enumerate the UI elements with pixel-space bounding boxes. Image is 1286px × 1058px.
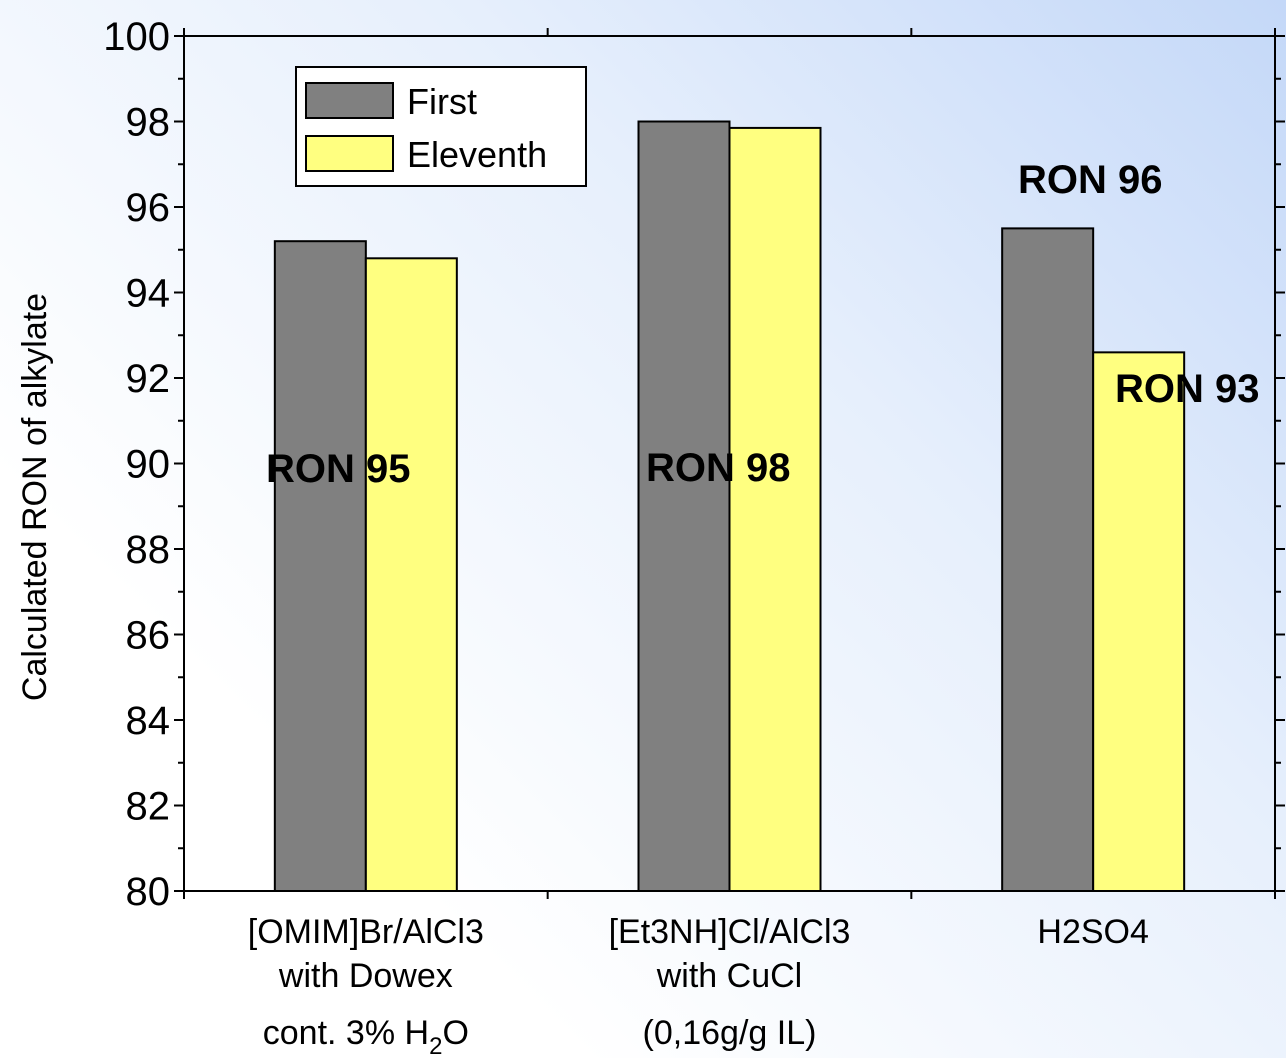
y-tick-label: 96 <box>126 186 171 230</box>
bars-group <box>275 122 1184 892</box>
y-tick-label: 98 <box>126 101 171 145</box>
category-labels-group: [OMIM]Br/AlCl3 with Dowex cont. 3% H2O [Et3… <box>248 913 1149 1058</box>
bar-first-1 <box>275 241 366 891</box>
tick-labels-group: 80 82 84 86 88 90 92 94 96 98 100 <box>103 15 170 914</box>
bar-eleventh-3 <box>1093 352 1184 891</box>
annotation-ron-96: RON 96 <box>1018 158 1163 202</box>
legend-swatch-eleventh <box>306 136 393 171</box>
legend-label-first: First <box>407 81 477 122</box>
y-tick-label: 100 <box>103 15 170 59</box>
legend-label-eleventh: Eleventh <box>407 134 547 175</box>
x-category-label: cont. 3% H2O <box>263 1014 469 1058</box>
bar-eleventh-1 <box>366 258 457 891</box>
legend: First Eleventh <box>296 67 586 186</box>
x-category-label: with CuCl <box>656 957 802 995</box>
y-tick-label: 84 <box>126 699 171 743</box>
y-tick-label: 90 <box>126 443 171 487</box>
y-axis-title: Calculated RON of alkylate <box>16 293 54 701</box>
x-category-label: with Dowex <box>278 957 453 995</box>
x-category-label: [Et3NH]Cl/AlCl3 <box>609 913 851 951</box>
annotation-ron-93: RON 93 <box>1115 367 1260 411</box>
x-category-label: H2SO4 <box>1037 913 1149 951</box>
bar-first-2 <box>639 122 730 892</box>
bar-eleventh-2 <box>730 128 821 891</box>
y-tick-label: 82 <box>126 785 171 829</box>
bar-first-3 <box>1002 228 1093 891</box>
y-tick-label: 86 <box>126 614 171 658</box>
x-category-label: [OMIM]Br/AlCl3 <box>248 913 484 951</box>
y-tick-label: 94 <box>126 272 171 316</box>
x-category-label: (0,16g/g IL) <box>643 1014 817 1052</box>
annotation-ron-95: RON 95 <box>266 447 411 491</box>
y-tick-label: 80 <box>126 870 171 914</box>
annotation-ron-98: RON 98 <box>646 446 791 490</box>
y-tick-label: 88 <box>126 528 171 572</box>
legend-swatch-first <box>306 83 393 118</box>
y-tick-label: 92 <box>126 357 171 401</box>
